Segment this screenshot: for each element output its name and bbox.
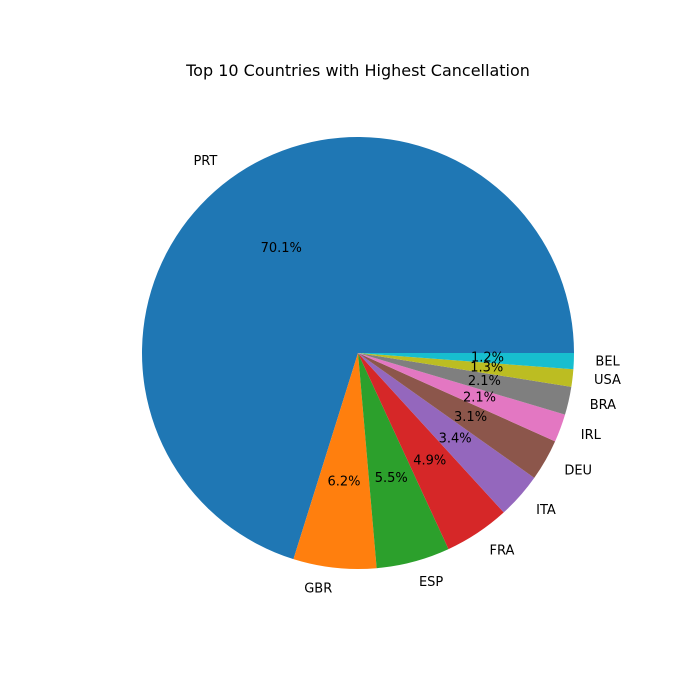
slice-label-irl: IRL	[581, 428, 602, 443]
pie-slice-prt	[142, 137, 574, 560]
percent-label-fra: 4.9%	[413, 453, 446, 468]
pie-slice-bra	[358, 353, 572, 415]
percent-label-irl: 2.1%	[463, 391, 496, 406]
slice-label-deu: DEU	[564, 463, 592, 478]
pie-slices	[142, 137, 574, 569]
slice-labels: PRT GBR ESP FRA ITA DEU IRL BRA USA BEL	[193, 154, 621, 597]
slice-label-bel: BEL	[595, 354, 620, 369]
slice-label-usa: USA	[594, 373, 621, 388]
percent-label-gbr: 6.2%	[327, 474, 360, 489]
percent-label-esp: 5.5%	[375, 471, 408, 486]
pie-slice-ita	[358, 353, 535, 513]
slice-label-gbr: GBR	[304, 582, 332, 597]
pie-slice-bel	[358, 353, 574, 370]
percent-label-usa: 1.3%	[470, 361, 503, 376]
percent-label-bel: 1.2%	[471, 350, 504, 365]
slice-label-esp: ESP	[419, 575, 443, 590]
slice-label-prt: PRT	[193, 154, 217, 169]
slice-label-fra: FRA	[489, 543, 514, 558]
pie-slice-deu	[358, 353, 556, 478]
pie-slice-irl	[358, 353, 566, 442]
pie-slice-gbr	[293, 353, 377, 569]
percent-label-deu: 3.1%	[454, 410, 487, 425]
percent-label-bra: 2.1%	[468, 374, 501, 389]
percent-label-prt: 70.1%	[261, 241, 302, 256]
slice-label-ita: ITA	[536, 503, 556, 518]
percent-labels: 70.1%6.2% 5.5%4.9%3.4%3.1%2.1%2.1%1.3%1.2…	[261, 241, 504, 489]
pie-slice-esp	[358, 353, 449, 569]
chart-title: Top 10 Countries with Highest Cancellati…	[185, 61, 530, 80]
pie-slice-usa	[358, 353, 574, 387]
pie-slice-fra	[358, 353, 504, 550]
percent-label-ita: 3.4%	[439, 431, 472, 446]
slice-label-bra: BRA	[590, 398, 616, 413]
